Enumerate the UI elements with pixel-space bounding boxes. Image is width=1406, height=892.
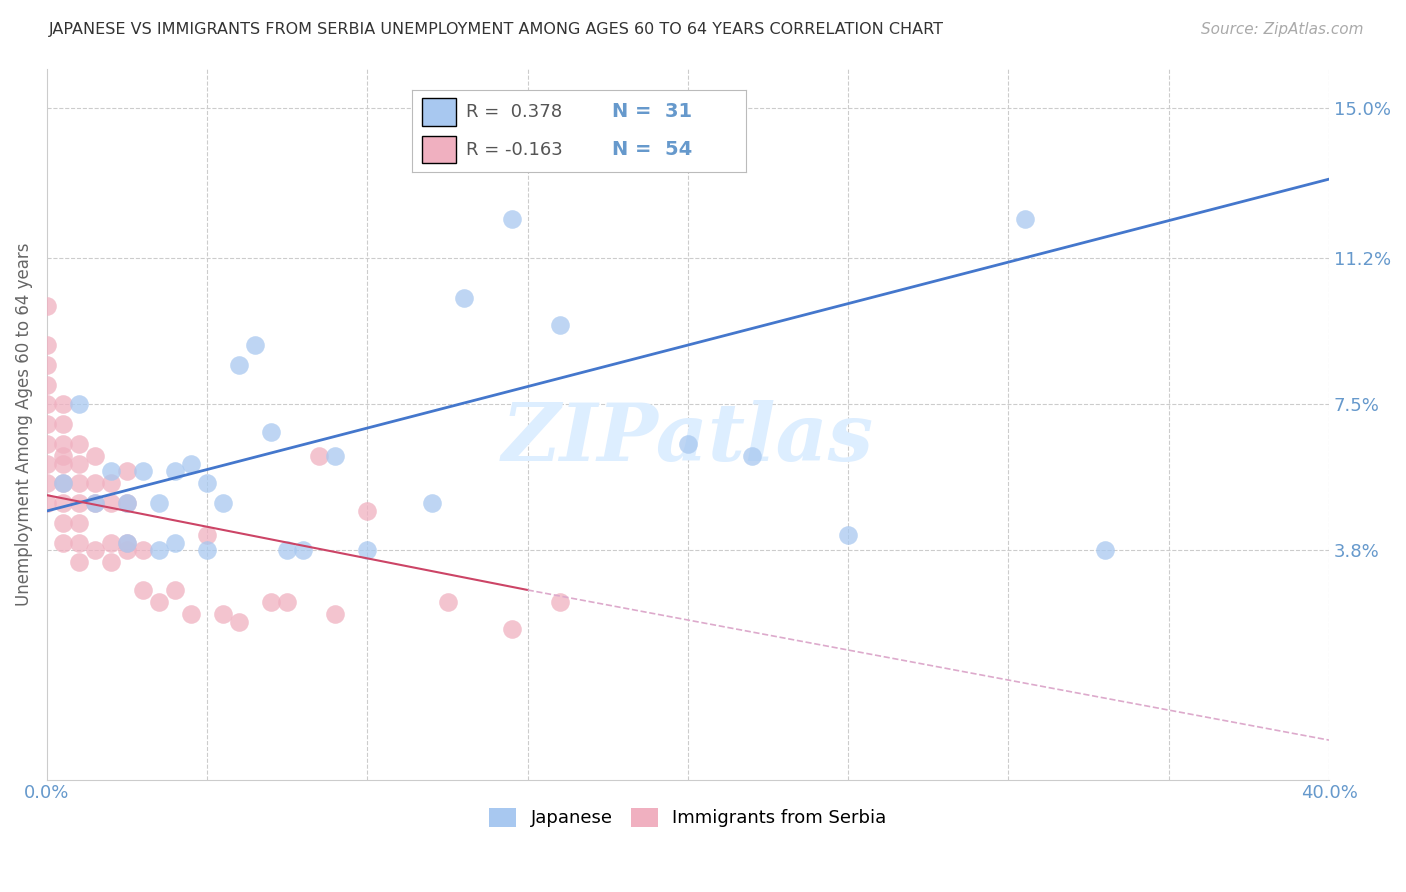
Point <box>180 607 202 621</box>
Point <box>308 449 330 463</box>
Point <box>84 543 107 558</box>
Point <box>837 527 859 541</box>
Point <box>84 496 107 510</box>
Point <box>67 555 90 569</box>
Point <box>52 457 75 471</box>
Point <box>35 437 58 451</box>
Point <box>1014 211 1036 226</box>
Point <box>501 623 523 637</box>
Point <box>100 535 122 549</box>
Point <box>436 595 458 609</box>
Point <box>165 582 187 597</box>
Point <box>548 595 571 609</box>
Point <box>165 535 187 549</box>
Point <box>420 496 443 510</box>
Point <box>132 543 155 558</box>
Point <box>548 318 571 333</box>
Point <box>35 377 58 392</box>
Point <box>35 299 58 313</box>
Point <box>212 496 235 510</box>
Point <box>132 582 155 597</box>
Point <box>260 425 283 439</box>
Point <box>35 417 58 431</box>
Point <box>132 465 155 479</box>
Point <box>453 291 475 305</box>
Point <box>67 476 90 491</box>
Point <box>52 476 75 491</box>
Point <box>195 527 218 541</box>
Point <box>100 555 122 569</box>
Point <box>115 496 138 510</box>
Point <box>260 595 283 609</box>
Point <box>52 516 75 530</box>
Point <box>84 476 107 491</box>
Text: JAPANESE VS IMMIGRANTS FROM SERBIA UNEMPLOYMENT AMONG AGES 60 TO 64 YEARS CORREL: JAPANESE VS IMMIGRANTS FROM SERBIA UNEMP… <box>49 22 945 37</box>
Point <box>35 476 58 491</box>
Point <box>67 535 90 549</box>
Point <box>276 543 298 558</box>
Point <box>245 338 267 352</box>
Point <box>148 595 170 609</box>
Point <box>35 358 58 372</box>
Point <box>325 607 347 621</box>
Point <box>292 543 315 558</box>
Point <box>212 607 235 621</box>
Point <box>35 457 58 471</box>
Point <box>67 397 90 411</box>
Point <box>501 211 523 226</box>
Point <box>115 535 138 549</box>
Point <box>325 449 347 463</box>
Point <box>165 465 187 479</box>
Text: Source: ZipAtlas.com: Source: ZipAtlas.com <box>1201 22 1364 37</box>
Point <box>67 496 90 510</box>
Point <box>115 465 138 479</box>
Point <box>84 496 107 510</box>
Point <box>1094 543 1116 558</box>
Point <box>35 496 58 510</box>
Point <box>115 543 138 558</box>
Point <box>84 449 107 463</box>
Point <box>148 496 170 510</box>
Point <box>676 437 699 451</box>
Point <box>67 516 90 530</box>
Point <box>100 465 122 479</box>
Point <box>35 338 58 352</box>
Point <box>276 595 298 609</box>
Point <box>356 543 378 558</box>
Point <box>52 417 75 431</box>
Point <box>52 437 75 451</box>
Point <box>115 535 138 549</box>
Point <box>180 457 202 471</box>
Point <box>52 535 75 549</box>
Legend: Japanese, Immigrants from Serbia: Japanese, Immigrants from Serbia <box>482 801 894 835</box>
Point <box>35 397 58 411</box>
Point <box>52 476 75 491</box>
Point <box>741 449 763 463</box>
Point <box>100 496 122 510</box>
Point <box>52 449 75 463</box>
Point <box>52 496 75 510</box>
Point <box>195 543 218 558</box>
Point <box>67 437 90 451</box>
Y-axis label: Unemployment Among Ages 60 to 64 years: Unemployment Among Ages 60 to 64 years <box>15 243 32 606</box>
Point <box>148 543 170 558</box>
Point <box>228 358 250 372</box>
Point <box>67 457 90 471</box>
Point <box>356 504 378 518</box>
Point <box>100 476 122 491</box>
Text: ZIPatlas: ZIPatlas <box>502 400 875 477</box>
Point <box>195 476 218 491</box>
Point <box>228 615 250 629</box>
Point <box>52 397 75 411</box>
Point <box>115 496 138 510</box>
